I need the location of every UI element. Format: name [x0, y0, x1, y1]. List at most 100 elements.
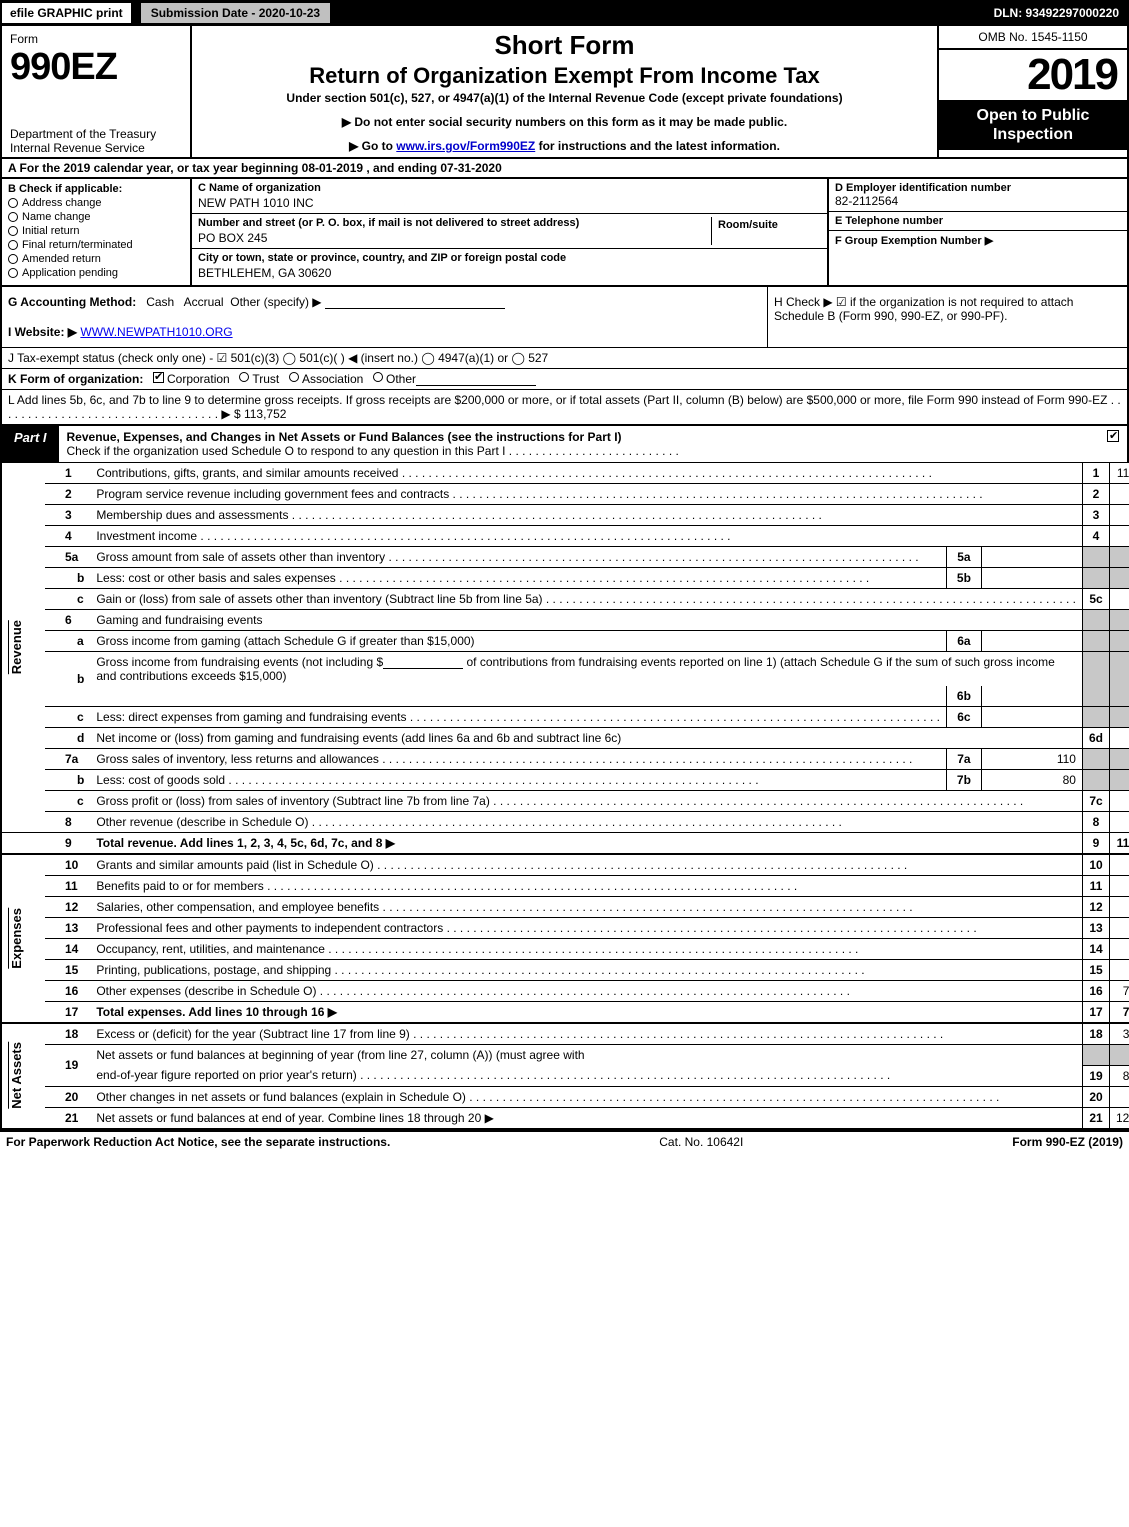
short-form-title: Short Form	[202, 30, 927, 61]
footer-form-ref: Form 990-EZ (2019)	[1012, 1135, 1123, 1149]
dln-label: DLN: 93492297000220	[984, 3, 1129, 23]
form-word: Form	[10, 32, 182, 46]
line-4-value: 20	[1110, 526, 1129, 547]
row-g: G Accounting Method: Cash Accrual Other …	[2, 287, 767, 347]
other-specify-field[interactable]	[325, 295, 505, 309]
row-j-tax-exempt: J Tax-exempt status (check only one) - ☑…	[0, 348, 1129, 369]
row-k-form-org: K Form of organization: Corporation Trus…	[0, 369, 1129, 390]
line-7b: bLess: cost of goods sold 7b80	[1, 770, 1129, 791]
chk-corporation[interactable]	[153, 372, 164, 383]
warning-line: ▶ Do not enter social security numbers o…	[202, 115, 927, 129]
irs-link[interactable]: www.irs.gov/Form990EZ	[396, 139, 535, 153]
part1-title: Revenue, Expenses, and Changes in Net As…	[59, 426, 1087, 462]
website-link[interactable]: WWW.NEWPATH1010.ORG	[80, 325, 232, 339]
line-8: 8Other revenue (describe in Schedule O) …	[1, 812, 1129, 833]
row-l-gross-receipts: L Add lines 5b, 6c, and 7b to line 9 to …	[0, 390, 1129, 426]
form-number: 990EZ	[10, 46, 182, 89]
line-6d: dNet income or (loss) from gaming and fu…	[1, 728, 1129, 749]
line-9-value: 113,672	[1110, 833, 1129, 855]
revenue-sidelabel: Revenue	[8, 620, 24, 674]
line-7a-value: 110	[981, 749, 1082, 770]
street-value: PO BOX 245	[198, 231, 711, 245]
part1-tab: Part I	[2, 426, 59, 462]
website-label: I Website: ▶	[8, 325, 77, 339]
line-5b: bLess: cost or other basis and sales exp…	[1, 568, 1129, 589]
chk-amended-return[interactable]: Amended return	[8, 253, 184, 265]
open-public-box: Open to Public Inspection	[939, 100, 1127, 150]
part1-checkbox[interactable]	[1087, 426, 1127, 462]
line-7a: 7aGross sales of inventory, less returns…	[1, 749, 1129, 770]
line-18-value: 38,695	[1110, 1023, 1129, 1045]
line-5a: 5aGross amount from sale of assets other…	[1, 547, 1129, 568]
omb-number: OMB No. 1545-1150	[939, 26, 1127, 50]
footer-left: For Paperwork Reduction Act Notice, see …	[6, 1135, 390, 1149]
other-org-field[interactable]	[416, 372, 536, 386]
line-6a: aGross income from gaming (attach Schedu…	[1, 631, 1129, 652]
chk-initial-return[interactable]: Initial return	[8, 225, 184, 237]
ein-label: D Employer identification number	[835, 182, 1121, 194]
street-label: Number and street (or P. O. box, if mail…	[198, 217, 711, 229]
submission-date-button[interactable]: Submission Date - 2020-10-23	[139, 1, 332, 25]
line-19-value: 84,350	[1110, 1065, 1129, 1086]
line-7c: cGross profit or (loss) from sales of in…	[1, 791, 1129, 812]
page-footer: For Paperwork Reduction Act Notice, see …	[0, 1130, 1129, 1152]
line-13: 13Professional fees and other payments t…	[1, 918, 1129, 939]
city-label: City or town, state or province, country…	[198, 252, 821, 264]
line-15-value: 770	[1110, 960, 1129, 981]
line-5c: cGain or (loss) from sale of assets othe…	[1, 589, 1129, 610]
header-left: Form 990EZ Department of the Treasury In…	[2, 26, 192, 157]
line-12: 12Salaries, other compensation, and empl…	[1, 897, 1129, 918]
line-11: 11Benefits paid to or for members 11	[1, 876, 1129, 897]
goto-pre: ▶ Go to	[349, 139, 396, 153]
line-16: 16Other expenses (describe in Schedule O…	[1, 981, 1129, 1002]
form-header: Form 990EZ Department of the Treasury In…	[0, 26, 1129, 159]
line-16-value: 73,482	[1110, 981, 1129, 1002]
chk-association[interactable]	[289, 372, 299, 382]
line-6b-2: 6b	[1, 686, 1129, 707]
line-6b-1: b Gross income from fundraising events (…	[1, 652, 1129, 687]
chk-name-change[interactable]: Name change	[8, 211, 184, 223]
ein-value: 82-2112564	[835, 194, 1121, 208]
netassets-sidelabel: Net Assets	[8, 1042, 24, 1109]
goto-post: for instructions and the latest informat…	[535, 139, 780, 153]
line-1-value: 113,622	[1110, 463, 1129, 484]
col-def: D Employer identification number 82-2112…	[827, 179, 1127, 285]
line-10: Expenses 10Grants and similar amounts pa…	[1, 854, 1129, 876]
line-20: 20Other changes in net assets or fund ba…	[1, 1086, 1129, 1107]
group-exemption-label: F Group Exemption Number ▶	[835, 234, 1121, 247]
chk-application-pending[interactable]: Application pending	[8, 267, 184, 279]
line-3: 3Membership dues and assessments 3	[1, 505, 1129, 526]
part1-sub: Check if the organization used Schedule …	[67, 444, 679, 458]
line-7c-value: 30	[1110, 791, 1129, 812]
chk-final-return[interactable]: Final return/terminated	[8, 239, 184, 251]
telephone-label: E Telephone number	[835, 215, 1121, 227]
col-c-org-info: C Name of organization NEW PATH 1010 INC…	[192, 179, 827, 285]
efile-print-button[interactable]: efile GRAPHIC print	[0, 1, 133, 25]
row-j-text: J Tax-exempt status (check only one) - ☑…	[8, 351, 548, 365]
header-center: Short Form Return of Organization Exempt…	[192, 26, 937, 157]
line-21: 21Net assets or fund balances at end of …	[1, 1107, 1129, 1129]
line-14-value: 725	[1110, 939, 1129, 960]
org-name-value: NEW PATH 1010 INC	[198, 196, 821, 210]
header-right: OMB No. 1545-1150 2019 Open to Public In…	[937, 26, 1127, 157]
row-gh: G Accounting Method: Cash Accrual Other …	[0, 287, 1129, 348]
main-title: Return of Organization Exempt From Incom…	[202, 63, 927, 89]
line-7b-value: 80	[981, 770, 1082, 791]
col-b-checkboxes: B Check if applicable: Address change Na…	[2, 179, 192, 285]
chk-trust[interactable]	[239, 372, 249, 382]
line-21-value: 123,045	[1110, 1107, 1129, 1129]
chk-other-org[interactable]	[373, 372, 383, 382]
room-suite-label: Room/suite	[718, 219, 778, 231]
department-label: Department of the Treasury Internal Reve…	[10, 127, 182, 155]
line-17: 17Total expenses. Add lines 10 through 1…	[1, 1002, 1129, 1024]
line-4: 4Investment income 420	[1, 526, 1129, 547]
line-1: Revenue 1 Contributions, gifts, grants, …	[1, 463, 1129, 484]
subtitle: Under section 501(c), 527, or 4947(a)(1)…	[202, 91, 927, 105]
part1-header: Part I Revenue, Expenses, and Changes in…	[0, 426, 1129, 463]
lines-table: Revenue 1 Contributions, gifts, grants, …	[0, 463, 1129, 1130]
line-19a: 19 Net assets or fund balances at beginn…	[1, 1045, 1129, 1066]
chk-address-change[interactable]: Address change	[8, 197, 184, 209]
fundraising-amount-field[interactable]	[383, 655, 463, 669]
line-6c: cLess: direct expenses from gaming and f…	[1, 707, 1129, 728]
footer-cat-no: Cat. No. 10642I	[659, 1135, 743, 1149]
